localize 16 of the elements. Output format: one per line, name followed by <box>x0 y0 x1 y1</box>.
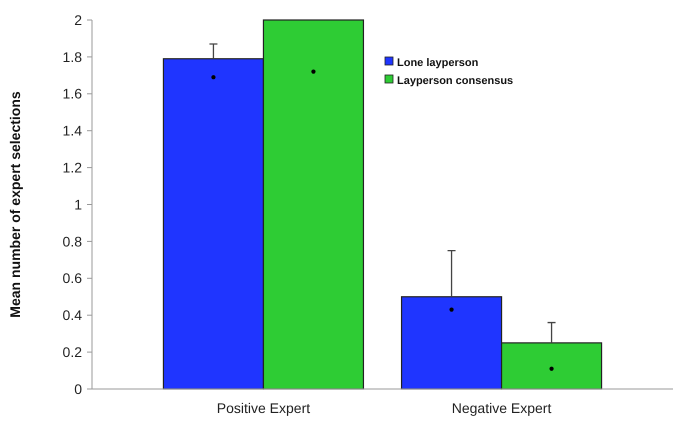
y-tick-label: 0.8 <box>62 233 82 250</box>
y-tick-label: 1.6 <box>62 86 82 102</box>
x-tick-label: Negative Expert <box>452 400 552 416</box>
y-tick-label: 2 <box>74 12 82 28</box>
y-tick-label: 1 <box>74 196 82 212</box>
y-tick-label: 0.2 <box>62 344 82 360</box>
y-tick-label: 0.6 <box>62 270 82 286</box>
y-tick-label: 1.4 <box>62 122 82 139</box>
y-tick-label: 0.4 <box>62 307 82 324</box>
legend-label: Lone layperson <box>397 56 479 69</box>
y-tick-label: 0 <box>74 380 82 397</box>
y-axis-title: Mean number of expert selections <box>7 91 23 318</box>
y-tick-label: 1.8 <box>62 48 82 65</box>
legend-label: Layperson consensus <box>397 74 514 87</box>
y-tick-label: 1.2 <box>62 160 82 176</box>
x-tick-label: Positive Expert <box>216 400 310 416</box>
